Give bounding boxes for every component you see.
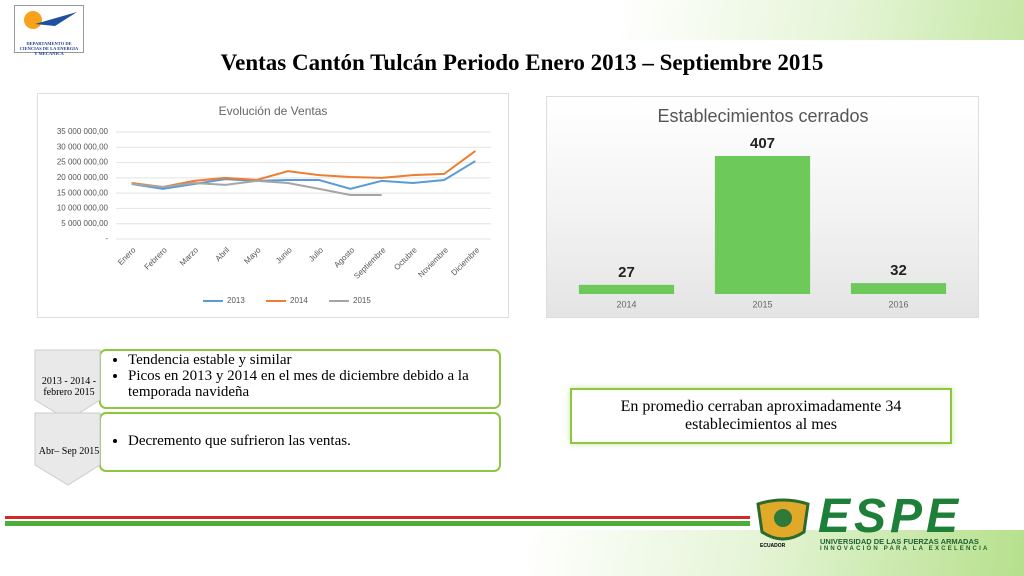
bullet-list: Tendencia estable y similar Picos en 201…: [110, 352, 518, 400]
stripe-green: [5, 521, 750, 526]
x-tick-label: Abril: [214, 245, 232, 263]
series-line: [131, 160, 476, 190]
line-chart: Evolución de Ventas - 5 000 000,00 10 000 0…: [37, 93, 509, 318]
x-tick-label: 2015: [752, 299, 772, 309]
legend-label: 2013: [227, 296, 245, 305]
y-tick-label: 5 000 000,00: [61, 219, 108, 228]
x-tick-label: Mayo: [242, 245, 263, 266]
x-tick-label: Marzo: [178, 245, 200, 267]
motto: INNOVACIÓN PARA LA EXCELENCIA: [820, 546, 990, 552]
logo-text: DEPARTAMENTO DE CIENCIAS DE LA ENERGIA Y…: [19, 41, 79, 56]
bar: [850, 283, 947, 294]
logo-emblem: [24, 11, 77, 29]
bullet: Tendencia estable y similar: [128, 352, 518, 368]
x-tick-label: Junio: [274, 245, 294, 265]
x-tick-label: 2014: [616, 299, 636, 309]
bullet: Picos en 2013 y 2014 en el mes de diciem…: [128, 368, 518, 400]
series-line: [131, 150, 476, 189]
value-label: 32: [890, 262, 907, 279]
x-tick-label: Julio: [307, 245, 325, 263]
country: ECUADOR: [760, 543, 786, 549]
x-tick-label: Febrero: [143, 245, 170, 272]
x-tick-label: Agosto: [332, 245, 356, 269]
bar-chart: Establecimientos cerrados 27 2014 407 2015 32…: [546, 96, 979, 318]
callout: En promedio cerraban aproximadamente 34 …: [570, 388, 952, 444]
slide-title: Ventas Cantón Tulcán Periodo Enero 2013 …: [220, 50, 824, 75]
x-tick-label: Enero: [116, 245, 138, 267]
series-line: [131, 179, 382, 196]
bar: [714, 156, 811, 294]
bar: [578, 284, 675, 294]
brand: ESPE: [818, 490, 963, 543]
y-tick-label: 30 000 000,00: [57, 142, 109, 151]
university: UNIVERSIDAD DE LAS FUERZAS ARMADAS: [820, 537, 979, 546]
stripe-red: [5, 516, 750, 519]
x-tick-label: Noviembre: [416, 245, 450, 279]
bullet-list: Decremento que sufrieron las ventas.: [110, 433, 518, 450]
x-tick-label: Diciembre: [449, 245, 481, 277]
legend-label: 2014: [290, 296, 308, 305]
y-tick-label: -: [105, 234, 108, 243]
chart-title: Evolución de Ventas: [219, 104, 328, 118]
x-tick-label: Septiembre: [352, 245, 388, 281]
value-label: 27: [618, 264, 635, 281]
x-tick-label: 2016: [888, 299, 908, 309]
value-label: 407: [750, 135, 775, 152]
y-tick-label: 25 000 000,00: [57, 158, 109, 167]
y-tick-label: 35 000 000,00: [57, 127, 109, 136]
row-label: Abr– Sep 2015: [38, 446, 100, 457]
row-label: 2013 - 2014 - febrero 2015: [41, 376, 97, 398]
bullet: Decremento que sufrieron las ventas.: [128, 433, 518, 450]
summary-shapes: [34, 349, 501, 486]
legend-label: 2015: [353, 296, 371, 305]
chart-title: Establecimientos cerrados: [657, 106, 868, 126]
y-tick-label: 20 000 000,00: [57, 173, 109, 182]
espe-shield: [756, 498, 810, 541]
dept-logo: DEPARTAMENTO DE CIENCIAS DE LA ENERGIA Y…: [14, 5, 84, 56]
y-tick-label: 15 000 000,00: [57, 188, 109, 197]
y-tick-label: 10 000 000,00: [57, 204, 109, 213]
x-tick-label: Octubre: [392, 245, 419, 272]
